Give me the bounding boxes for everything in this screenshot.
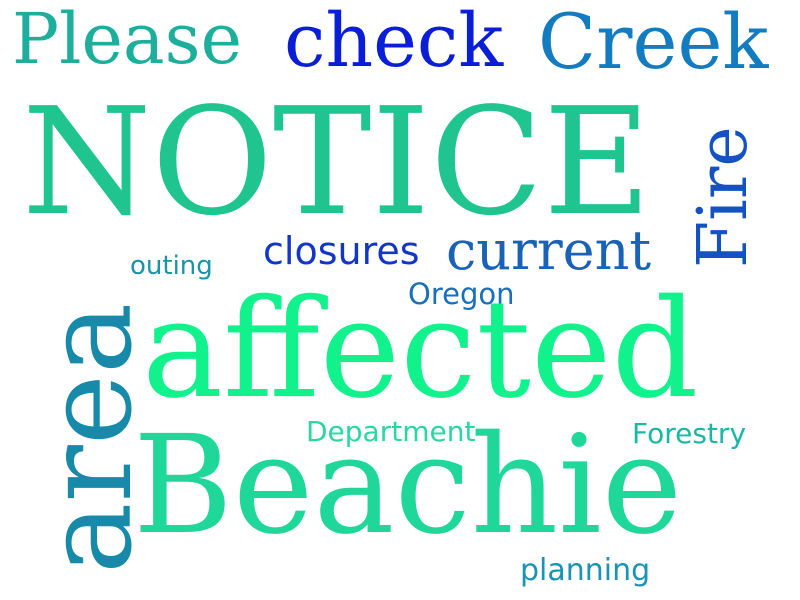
word-department: Department [306, 415, 476, 448]
word-notice: NOTICE [22, 76, 652, 248]
word-planning: planning [520, 553, 651, 588]
word-area: area [20, 302, 159, 574]
word-beachie: Beachie [133, 407, 683, 565]
word-forestry: Forestry [632, 417, 747, 450]
word-affected: affected [142, 271, 699, 429]
word-current: current [446, 219, 652, 282]
word-outing: outing [130, 251, 213, 281]
word-fire: Fire [684, 126, 763, 268]
word-creek: Creek [538, 0, 769, 86]
word-oregon: Oregon [408, 277, 515, 311]
word-please: Please [12, 0, 242, 80]
word-check: check [284, 0, 504, 84]
word-closures: closures [263, 229, 420, 273]
